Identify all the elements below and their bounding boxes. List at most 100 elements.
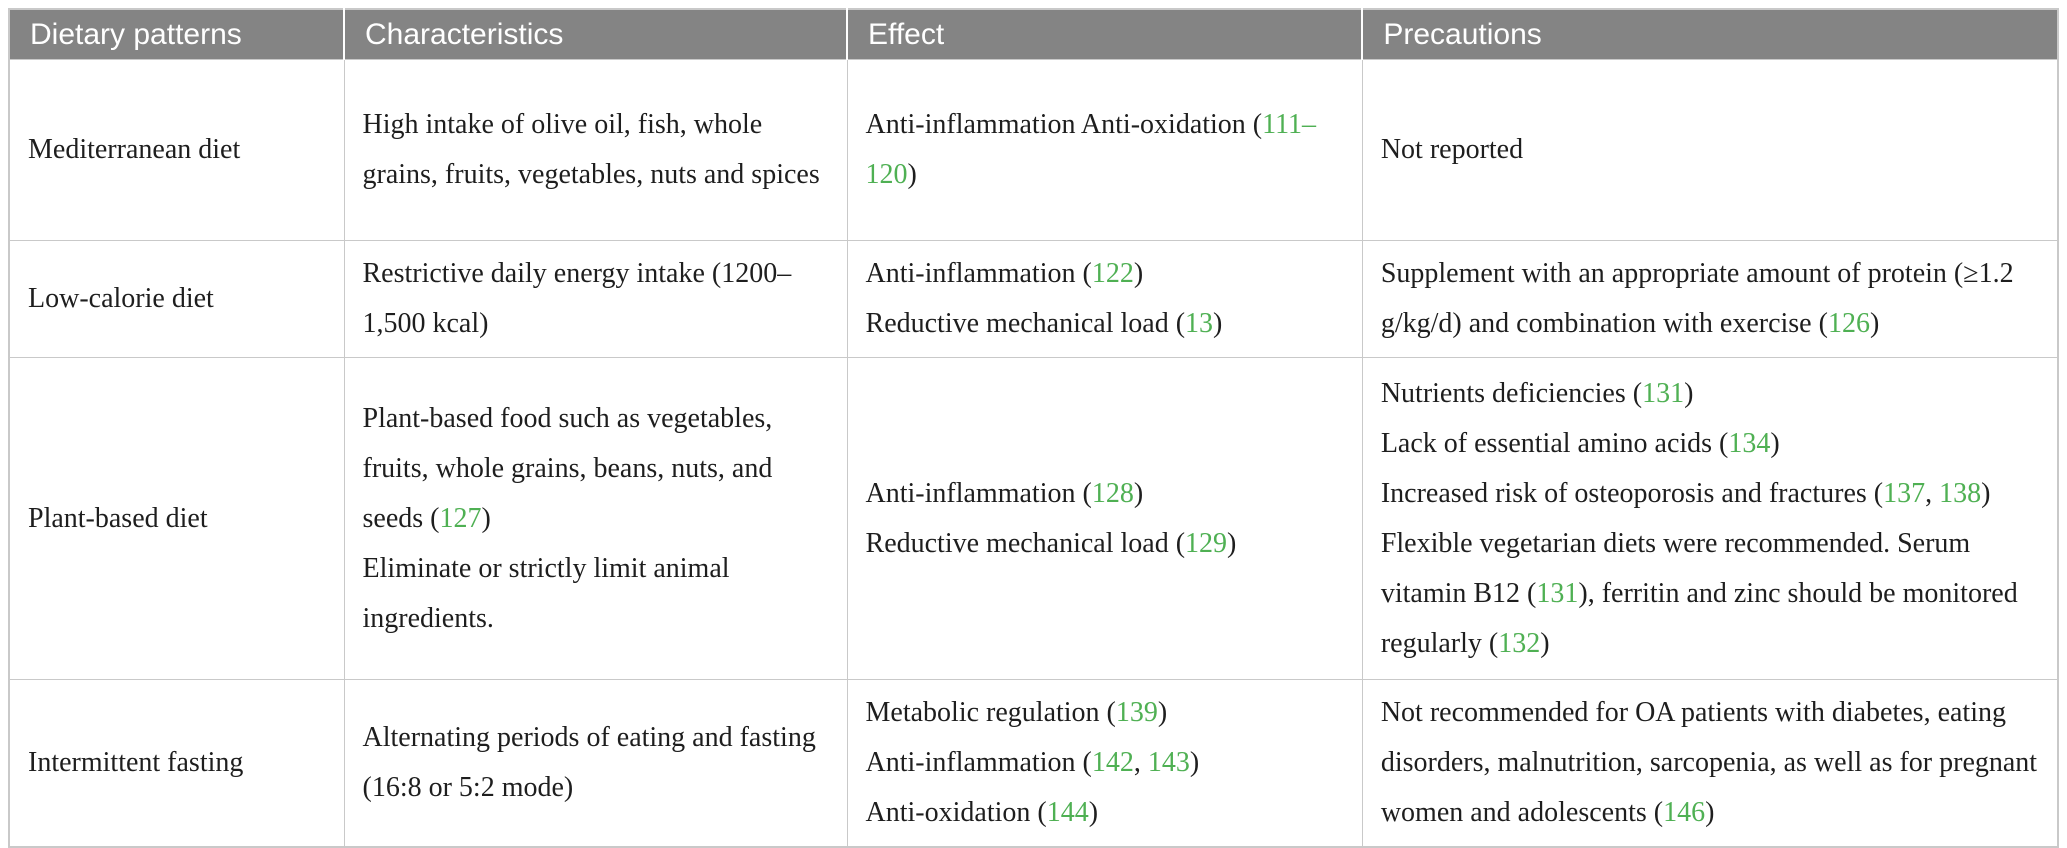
citation-link[interactable]: 143 xyxy=(1147,747,1190,778)
text-segment: ) xyxy=(907,159,917,190)
citation-link[interactable]: 142 xyxy=(1091,747,1134,778)
text-segment: Plant-based diet xyxy=(28,502,208,534)
text-segment: Anti-inflammation ( xyxy=(865,258,1092,289)
table-row: Low-calorie diet Restrictive daily energy… xyxy=(8,240,2059,358)
text-segment: ), ferritin and zinc should be monitored… xyxy=(1380,577,2018,659)
text-segment: ) xyxy=(1133,477,1144,509)
table-row: Plant-based diet Plant-based food such as… xyxy=(8,357,2059,680)
citation-link[interactable]: 131 xyxy=(1642,377,1685,409)
cell-precautions: Nutrients deficiencies (131) Lack of esse… xyxy=(1361,357,2059,680)
cell-pattern: Low-calorie diet xyxy=(8,240,345,358)
text-segment: , xyxy=(1925,477,1940,509)
text-segment: , xyxy=(1133,747,1148,778)
cell-paragraph: Anti-inflammation Anti-oxidation (111–12… xyxy=(866,100,1344,200)
citation-link[interactable]: 127 xyxy=(439,502,482,534)
citation-link[interactable]: 13 xyxy=(1185,308,1214,339)
citation-link[interactable]: 146 xyxy=(1663,797,1706,828)
text-segment: Plant-based food such as vegetables, fru… xyxy=(362,402,773,534)
column-header-characteristics: Characteristics xyxy=(342,9,848,60)
cell-characteristics: Alternating periods of eating and fastin… xyxy=(343,679,848,848)
cell-paragraph: Anti-inflammation (122) xyxy=(866,249,1344,299)
cell-effect: Anti-inflammation (128) Reductive mechani… xyxy=(846,357,1363,680)
text-segment: Mediterranean diet xyxy=(28,134,241,165)
text-segment: ) xyxy=(1540,627,1550,659)
cell-paragraph: Reductive mechanical load (13) xyxy=(866,299,1344,349)
text-segment: ) xyxy=(481,502,491,534)
cell-paragraph: Reductive mechanical load (129) xyxy=(866,519,1344,569)
cell-paragraph: Lack of essential amino acids (134) xyxy=(1381,419,2039,469)
text-segment: ) xyxy=(1770,427,1780,459)
cell-effect: Metabolic regulation (139) Anti-inflammat… xyxy=(846,679,1363,848)
text-segment: ) xyxy=(1088,797,1099,828)
cell-paragraph: Nutrients deficiencies (131) xyxy=(1381,369,2039,419)
cell-precautions: Supplement with an appropriate amount of… xyxy=(1361,240,2059,358)
cell-pattern: Plant-based diet xyxy=(8,357,345,680)
cell-paragraph: Increased risk of osteoporosis and fract… xyxy=(1381,469,2039,519)
cell-characteristics: Plant-based food such as vegetables, fru… xyxy=(343,357,848,680)
text-segment: Reductive mechanical load ( xyxy=(865,308,1186,339)
cell-paragraph: Anti-oxidation (144) xyxy=(866,788,1344,838)
table-header: Dietary patterns Characteristics Effect … xyxy=(9,9,2058,60)
text-segment: Anti-oxidation ( xyxy=(865,797,1047,828)
table-row: Intermittent fasting Alternating periods … xyxy=(8,679,2059,848)
cell-paragraph: Alternating periods of eating and fastin… xyxy=(363,713,829,813)
cell-paragraph: Supplement with an appropriate amount of… xyxy=(1381,249,2039,349)
text-segment: ) xyxy=(1133,258,1144,289)
table-body: Mediterranean diet High intake of olive o… xyxy=(8,59,2059,848)
citation-link[interactable]: 111–120 xyxy=(865,109,1317,190)
text-segment: Low-calorie diet xyxy=(28,283,214,314)
text-segment: Metabolic regulation ( xyxy=(865,697,1116,728)
citation-link[interactable]: 137 xyxy=(1883,477,1926,509)
dietary-patterns-table-wrap: Dietary patterns Characteristics Effect … xyxy=(8,8,2059,848)
table-row: Mediterranean diet High intake of olive o… xyxy=(8,59,2059,241)
cell-paragraph: Anti-inflammation (142, 143) xyxy=(866,738,1344,788)
text-segment: Not reported xyxy=(1380,134,1524,165)
text-segment: Not recommended for OA patients with dia… xyxy=(1380,697,2038,828)
cell-paragraph: Mediterranean diet xyxy=(28,125,326,175)
cell-paragraph: Flexible vegetarian diets were recommend… xyxy=(1381,519,2039,669)
text-segment: ) xyxy=(1705,797,1715,828)
text-segment: High intake of olive oil, fish, whole gr… xyxy=(362,109,820,190)
cell-paragraph: Not reported xyxy=(1381,125,2039,175)
text-segment: ) xyxy=(1213,308,1223,339)
text-segment: ) xyxy=(1189,747,1200,778)
cell-precautions: Not reported xyxy=(1361,59,2059,241)
cell-pattern: Mediterranean diet xyxy=(8,59,345,241)
citation-link[interactable]: 139 xyxy=(1115,697,1158,728)
citation-link[interactable]: 131 xyxy=(1536,577,1579,609)
cell-effect: Anti-inflammation Anti-oxidation (111–12… xyxy=(846,59,1363,241)
cell-paragraph: Restrictive daily energy intake (1200–1,… xyxy=(363,249,829,349)
citation-link[interactable]: 129 xyxy=(1185,527,1228,559)
cell-paragraph: Eliminate or strictly limit animal ingre… xyxy=(363,544,829,644)
cell-pattern: Intermittent fasting xyxy=(8,679,345,848)
text-segment: ) xyxy=(1684,377,1694,409)
cell-paragraph: Intermittent fasting xyxy=(28,738,326,788)
citation-link[interactable]: 134 xyxy=(1728,427,1771,459)
cell-paragraph: Metabolic regulation (139) xyxy=(866,688,1344,738)
citation-link[interactable]: 138 xyxy=(1939,477,1982,509)
text-segment: Anti-inflammation ( xyxy=(865,477,1092,509)
text-segment: Anti-inflammation ( xyxy=(865,747,1092,778)
citation-link[interactable]: 128 xyxy=(1091,477,1134,509)
cell-paragraph: Plant-based food such as vegetables, fru… xyxy=(363,394,829,544)
citation-link[interactable]: 144 xyxy=(1046,797,1089,828)
text-segment: Flexible vegetarian diets were recommend… xyxy=(1380,527,1971,609)
citation-link[interactable]: 122 xyxy=(1091,258,1134,289)
cell-characteristics: High intake of olive oil, fish, whole gr… xyxy=(343,59,848,241)
text-segment: Increased risk of osteoporosis and fract… xyxy=(1380,477,1884,509)
text-segment: ) xyxy=(1869,308,1880,339)
text-segment: ) xyxy=(1227,527,1237,559)
header-row: Dietary patterns Characteristics Effect … xyxy=(9,9,2058,60)
dietary-patterns-table: Dietary patterns Characteristics Effect … xyxy=(8,8,2059,848)
text-segment: ) xyxy=(1157,697,1168,728)
text-segment: Supplement with an appropriate amount of… xyxy=(1380,258,2014,339)
text-segment: Restrictive daily energy intake (1200–1,… xyxy=(362,258,792,339)
cell-characteristics: Restrictive daily energy intake (1200–1,… xyxy=(343,240,848,358)
text-segment: Eliminate or strictly limit animal ingre… xyxy=(362,552,730,634)
text-segment: Intermittent fasting xyxy=(28,747,244,778)
cell-paragraph: High intake of olive oil, fish, whole gr… xyxy=(363,100,829,200)
citation-link[interactable]: 132 xyxy=(1498,627,1541,659)
text-segment: Lack of essential amino acids ( xyxy=(1380,427,1729,459)
citation-link[interactable]: 126 xyxy=(1827,308,1870,339)
text-segment: ) xyxy=(1981,477,1991,509)
